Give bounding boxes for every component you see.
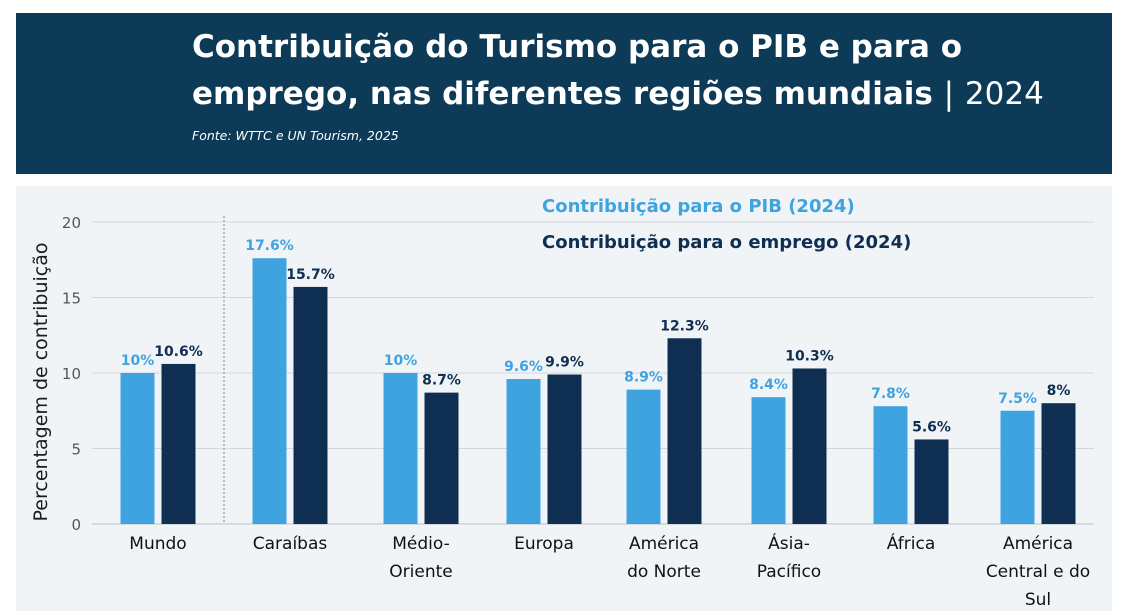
bar-pib-7	[1000, 410, 1035, 524]
bar-emprego-1	[293, 286, 328, 524]
source-note: Fonte: WTTC e UN Tourism, 2025	[192, 128, 399, 143]
y-tick-label: 0	[71, 516, 81, 534]
label-pib-2: 10%	[384, 353, 418, 369]
label-emprego-5: 10.3%	[785, 348, 834, 364]
title-line-2: emprego, nas diferentes regiões mundiais	[192, 76, 933, 112]
bar-pib-4	[626, 389, 661, 524]
x-category-label: Pacífico	[757, 562, 821, 582]
y-tick-label: 20	[62, 214, 81, 232]
bar-pib-3	[506, 379, 541, 524]
x-category-label: Ásia-	[768, 532, 810, 554]
label-pib-1: 17.6%	[245, 238, 294, 254]
x-category-label: do Norte	[627, 562, 701, 582]
label-emprego-6: 5.6%	[912, 419, 951, 435]
label-pib-0: 10%	[121, 353, 155, 369]
x-category-label: Sul	[1025, 590, 1051, 610]
label-emprego-3: 9.9%	[545, 355, 584, 371]
bar-pib-1	[252, 258, 287, 524]
title-year: 2024	[964, 76, 1044, 112]
bar-emprego-6	[914, 439, 949, 524]
bar-emprego-0	[161, 363, 196, 524]
bar-emprego-2	[424, 392, 459, 524]
x-category-label: América	[1003, 534, 1073, 554]
bar-pib-0	[120, 373, 155, 524]
bar-pib-6	[873, 406, 908, 524]
x-category-label: Mundo	[129, 534, 186, 554]
label-emprego-7: 8%	[1047, 383, 1071, 399]
y-tick-label: 10	[62, 365, 81, 383]
x-category-label: Oriente	[389, 562, 452, 582]
label-pib-6: 7.8%	[871, 386, 910, 402]
bar-emprego-7	[1041, 403, 1076, 524]
y-tick-label: 5	[71, 441, 81, 459]
y-tick-label: 15	[62, 290, 81, 308]
label-emprego-4: 12.3%	[660, 318, 709, 334]
bar-emprego-5	[792, 368, 827, 524]
label-pib-3: 9.6%	[504, 359, 543, 375]
data-labels-layer: 10% 17.6% 10% 9.6% 8.9% 8.4% 7.8% 7.5% 10.6% 15.7…	[121, 238, 1071, 435]
label-pib-5: 8.4%	[749, 377, 788, 393]
bar-pib-2	[383, 373, 418, 524]
chart-title: Contribuição do Turismo para o PIB e par…	[192, 24, 1092, 118]
label-emprego-2: 8.7%	[422, 373, 461, 389]
y-axis-label: Percentagem de contribuição	[30, 243, 52, 522]
bar-emprego-3	[547, 374, 582, 524]
x-category-label: Médio-	[392, 534, 450, 554]
x-category-label: América	[629, 534, 699, 554]
x-category-label: África	[887, 532, 936, 554]
legend-emprego: Contribuição para o emprego (2024)	[542, 232, 911, 253]
x-category-label: Central e do	[986, 562, 1090, 582]
title-line-1: Contribuição do Turismo para o PIB e par…	[192, 29, 963, 65]
x-category-labels: Mundo Caraíbas Médio- Oriente Europa América d…	[129, 532, 1090, 610]
label-pib-4: 8.9%	[624, 370, 663, 386]
label-pib-7: 7.5%	[998, 391, 1037, 407]
label-emprego-1: 15.7%	[286, 267, 335, 283]
x-category-label: Caraíbas	[253, 534, 328, 554]
x-category-label: Europa	[514, 534, 574, 554]
title-separator: |	[943, 76, 955, 112]
label-emprego-0: 10.6%	[154, 344, 203, 360]
bars-layer	[120, 258, 1076, 524]
legend-pib: Contribuição para o PIB (2024)	[542, 196, 855, 217]
y-tick-labels: 0 5 10 15 20	[62, 214, 81, 534]
header-banner	[16, 13, 1112, 174]
bar-emprego-4	[667, 338, 702, 524]
bar-pib-5	[751, 397, 786, 524]
